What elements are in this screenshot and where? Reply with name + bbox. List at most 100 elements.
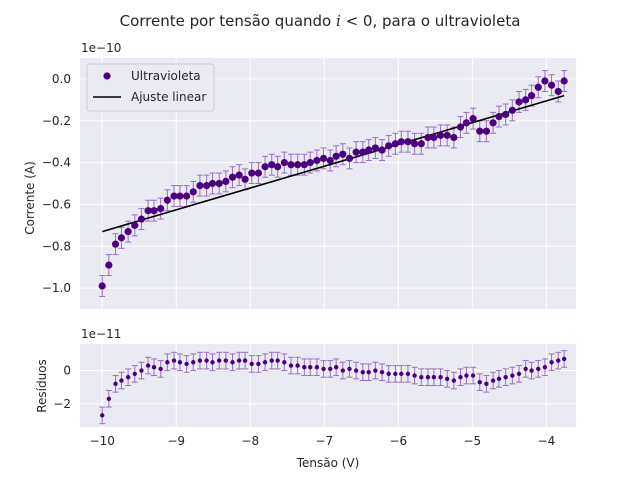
main-data-point [111, 240, 120, 248]
residuals-data-point [100, 413, 105, 418]
main-data-point [294, 161, 302, 169]
main-data-point [150, 207, 158, 215]
residuals-data-point [536, 366, 541, 372]
x-tick-label: −5 [464, 434, 482, 448]
chart-title-prefix: Corrente por tensão quando [120, 12, 336, 30]
fit-line [101, 94, 565, 233]
main-data-point [508, 106, 516, 114]
chart-title-math: i [336, 12, 341, 30]
main-data-point [515, 98, 523, 106]
main-data-point [176, 192, 184, 200]
residuals-panel: −2 0 −10 −9 −8 −7 −6 −5 −4 1e−11 Resíduos Tensã… [35, 327, 576, 470]
x-tick-labels: −10 −9 −8 −7 −6 −5 −4 [90, 434, 556, 448]
main-data-point [495, 112, 503, 121]
residuals-data-point [490, 378, 496, 383]
residuals-data-point [496, 376, 502, 382]
residuals-data-point [230, 360, 235, 365]
residuals-data-point [393, 371, 398, 377]
residuals-data-point [308, 365, 313, 370]
residuals-data-point [328, 366, 333, 372]
residuals-data-point [132, 371, 137, 377]
residuals-data-point [444, 376, 450, 382]
main-data-point [241, 175, 249, 183]
main-data-point [313, 156, 321, 165]
main-panel: −1.0 −0.8 −0.6 −0.4 −0.2 0.0 1e−10 Corrente (… [23, 41, 576, 309]
main-data-point [131, 221, 139, 229]
main-data-point [228, 173, 237, 181]
residuals-data-point [113, 381, 118, 387]
main-data-point [359, 148, 367, 156]
residuals-data-point [216, 358, 222, 363]
main-data-point [462, 119, 471, 127]
main-data-point [397, 138, 405, 146]
main-y-tick-label: −0.2 [42, 114, 71, 128]
residuals-data-point [347, 366, 352, 372]
residuals-data-point [295, 363, 300, 368]
residuals-data-point [106, 396, 112, 401]
residuals-data-point [470, 373, 476, 378]
residuals-plot-background [80, 344, 576, 427]
x-tick-label: −9 [167, 434, 185, 448]
main-data-point [527, 92, 536, 100]
main-data-point [371, 144, 379, 152]
main-data-point [254, 169, 263, 177]
residuals-data-point [542, 365, 548, 370]
main-data-point [469, 115, 477, 123]
main-data-point [326, 156, 334, 165]
residuals-data-point [249, 361, 254, 367]
residuals-data-point [510, 373, 515, 378]
main-data-point [417, 140, 425, 148]
main-data-point [424, 133, 432, 142]
main-data-point [476, 127, 484, 135]
main-data-point [541, 77, 549, 85]
x-tick-label: −4 [538, 434, 556, 448]
legend-label-ajuste-linear: Ajuste linear [131, 90, 206, 104]
main-data-point [196, 181, 204, 190]
legend-box [86, 63, 215, 112]
residuals-data-point [516, 371, 522, 377]
main-data-point [385, 142, 393, 150]
main-points [98, 77, 568, 290]
chart-title-suffix: < 0, para o ultravioleta [341, 12, 521, 30]
main-offset-label: 1e−10 [81, 41, 121, 55]
main-data-point [306, 158, 314, 167]
residuals-data-point [223, 358, 229, 363]
residuals-data-point [151, 365, 157, 370]
legend-label-ultravioleta: Ultravioleta [131, 69, 201, 83]
residuals-data-point [464, 373, 469, 378]
main-data-point [391, 140, 399, 148]
main-data-point [411, 140, 419, 148]
residuals-data-point [125, 375, 131, 380]
x-tick-label: −7 [315, 434, 333, 448]
main-y-axis-label: Corrente (A) [23, 161, 37, 235]
main-data-point [345, 154, 354, 162]
main-data-point [560, 77, 568, 85]
main-data-point [222, 177, 230, 186]
residuals-data-point [366, 370, 371, 375]
residuals-data-point [256, 361, 261, 367]
x-tick-label: −10 [90, 434, 115, 448]
residuals-y-tick-label: 0 [63, 364, 71, 378]
residuals-data-point [340, 368, 346, 373]
residuals-data-point [119, 378, 124, 383]
residuals-data-point [529, 368, 534, 373]
main-data-point [365, 146, 373, 154]
residuals-data-point [405, 371, 411, 377]
residuals-data-point [275, 358, 280, 363]
main-data-point [339, 150, 347, 158]
main-y-tick-labels: −1.0 −0.8 −0.6 −0.4 −0.2 0.0 [42, 72, 71, 295]
main-y-tick-label: −0.6 [42, 197, 71, 211]
main-data-point [117, 234, 126, 242]
residuals-data-point [262, 360, 268, 365]
main-data-point [202, 181, 211, 190]
residuals-data-point [139, 368, 144, 373]
main-data-point [522, 96, 530, 104]
residuals-data-point [197, 358, 203, 363]
residuals-data-point [379, 370, 385, 375]
main-fit [101, 94, 565, 233]
residuals-data-point [282, 360, 287, 365]
residuals-data-point [353, 368, 359, 373]
main-data-point [502, 110, 510, 119]
residuals-data-point [145, 363, 151, 368]
